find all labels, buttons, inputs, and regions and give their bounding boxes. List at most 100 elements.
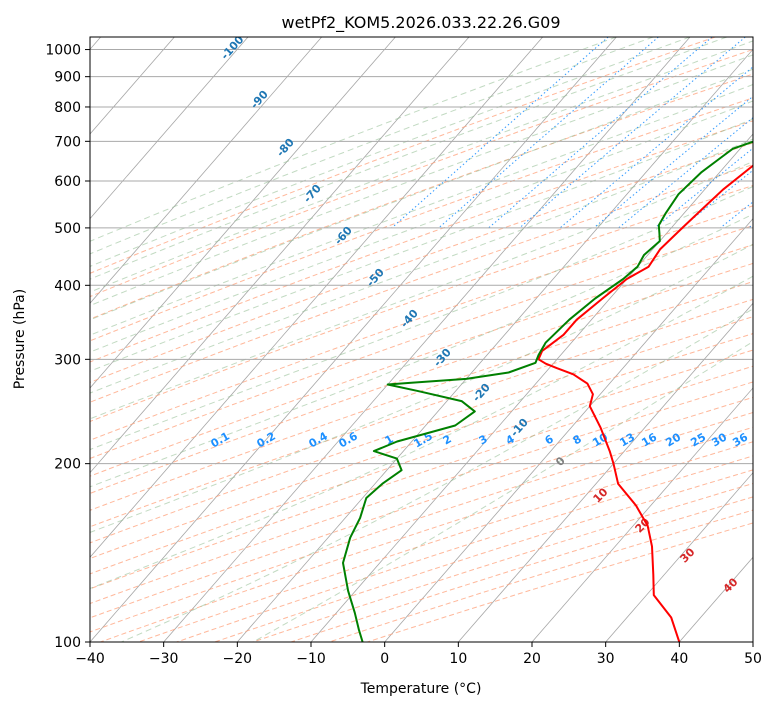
dry-adiabat-line [90,316,753,544]
dry-adiabat-line [90,142,753,383]
y-tick-label: 700 [54,134,81,150]
isotherm-line [90,37,323,304]
dewpoint-profile [342,140,753,642]
x-axis-label: Temperature (°C) [360,681,482,697]
dry-adiabat-line [214,469,753,642]
background-lines [90,37,775,642]
y-axis: 100 200 300 400 500 600 700 800 900 1000 [45,43,90,651]
mixing-ratio-label: 20 [663,430,683,449]
isotherm-line [457,302,753,642]
moist-adiabat-label: 40 [721,575,741,595]
moist-adiabat-line [121,308,753,642]
x-tick-label: 30 [597,651,615,667]
mixing-ratio-line [488,37,713,229]
x-tick-label: 10 [449,651,467,667]
dry-adiabat-line [90,244,753,477]
mixing-ratio-line [438,37,659,229]
mixing-ratio-label: 3 [477,432,490,447]
moist-adiabat-line [90,37,654,255]
dry-adiabat-label: -90 [248,88,271,112]
y-tick-label: 900 [54,70,81,86]
isotherm-line [90,37,396,389]
x-tick-label: 20 [523,651,541,667]
dry-adiabat-label: -60 [332,224,355,248]
dry-adiabat-line [90,37,716,274]
moist-adiabat-line [252,340,753,642]
pressure-gridlines [90,49,753,642]
isotherm-line [236,48,753,642]
x-tick-label: −30 [149,651,179,667]
y-tick-label: 800 [54,100,81,116]
isotherm-line [752,641,753,642]
moist-adiabat-label: 10 [591,485,611,505]
x-tick-label: −40 [75,651,105,667]
moist-adiabat-line [90,118,753,372]
dry-adiabat-line [290,496,753,642]
moist-adiabat-line [90,138,753,394]
y-tick-label: 300 [54,352,81,368]
moist-adiabat-line [90,213,753,488]
dry-adiabat-line [90,120,753,363]
dry-adiabat-label: -80 [274,136,297,160]
dry-adiabat-label: -30 [431,346,454,370]
isotherm-line [531,387,753,642]
plot-frame [89,36,754,643]
chart-title: wetPf2_KOM5.2026.033.22.26.G09 [281,13,560,33]
dry-adiabat-line [90,48,753,298]
moist-adiabat-line [90,37,691,267]
mixing-ratio-line [593,95,753,229]
mixing-ratio-label: 2 [441,432,454,447]
mixing-ratio-label: 0.4 [307,429,331,450]
temperature-profile [537,164,753,642]
isotherm-line [90,37,617,642]
mixing-ratio-label: 30 [709,430,729,449]
dry-adiabat-line [90,396,753,619]
dry-adiabat-label: -20 [470,381,493,405]
mixing-ratio-label: 0.1 [209,429,232,450]
dry-adiabat-label: -70 [301,182,324,206]
moist-adiabat-label: 30 [678,545,698,565]
mixing-ratio-label: 6 [543,432,556,447]
x-tick-label: 50 [744,651,762,667]
profile-lines [342,140,753,642]
mixing-ratio-line [618,116,753,229]
mixing-ratio-line [559,66,753,229]
mixing-ratio-label: 25 [688,431,708,450]
isotherm-line [90,37,249,220]
mixing-ratio-label: 0.2 [255,429,278,450]
dry-adiabat-line [90,281,753,511]
mixing-ratio-line [681,169,753,229]
dry-adiabat-label: -40 [398,307,421,331]
moist-adiabat-line [90,185,753,451]
x-tick-label: 0 [380,651,389,667]
mixing-ratio-line [772,37,775,228]
y-tick-label: 400 [54,278,81,294]
dry-adiabat-line [90,97,753,342]
isotherm-line [163,37,691,642]
dry-adiabat-line [367,522,753,642]
y-tick-label: 100 [54,635,81,651]
moist-adiabat-line [90,68,753,321]
x-axis: −40 −30 −20 −10 0 10 20 30 40 50 [75,642,762,667]
dry-adiabat-line [90,184,753,423]
x-tick-label: −10 [296,651,326,667]
moist-adiabat-line [90,54,753,307]
isotherm-line [605,472,753,642]
y-tick-label: 1000 [45,43,81,59]
isotherm-line [90,37,470,474]
moist-adiabat-line [90,243,753,534]
isopleth-labels: -100-90-80-70-60-50-40-30-20-100.1 0.2 0.4… [209,37,751,596]
dry-adiabat-line [90,365,753,590]
moist-adiabat-line [90,37,617,242]
y-tick-label: 600 [54,174,81,190]
mixing-ratio-line [654,147,753,229]
mixing-ratio-line [519,37,746,229]
moist-adiabat-line [90,37,728,280]
mixing-ratio-label: 13 [617,431,637,450]
moist-adiabat-line [90,40,753,293]
mixing-ratio-label: 0.6 [337,429,361,450]
dry-adiabat-line [90,333,753,560]
dry-adiabat-line [90,381,753,605]
dry-adiabat-line [252,482,753,642]
